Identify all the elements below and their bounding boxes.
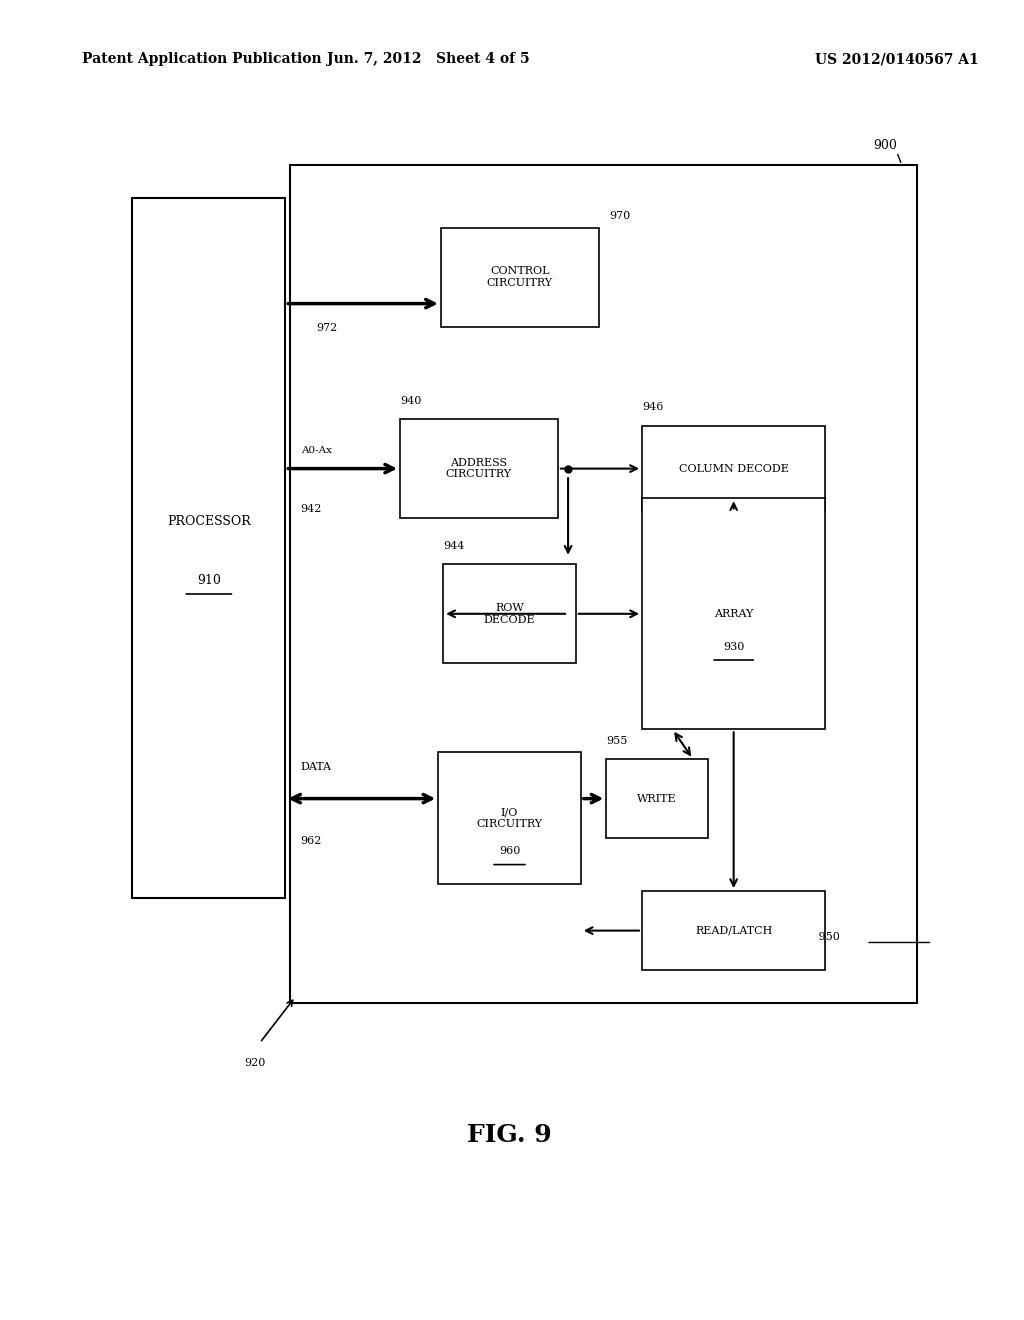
Text: CONTROL
CIRCUITRY: CONTROL CIRCUITRY xyxy=(486,267,553,288)
Text: 955: 955 xyxy=(606,735,628,746)
Text: 962: 962 xyxy=(301,836,322,846)
Text: DATA: DATA xyxy=(301,762,332,772)
FancyBboxPatch shape xyxy=(438,752,581,884)
Text: A0-Ax: A0-Ax xyxy=(301,446,332,455)
FancyBboxPatch shape xyxy=(642,498,825,729)
Text: Patent Application Publication: Patent Application Publication xyxy=(82,53,322,66)
Text: 910: 910 xyxy=(197,574,221,587)
Text: ARRAY: ARRAY xyxy=(714,609,754,619)
FancyBboxPatch shape xyxy=(400,420,558,517)
Text: ADDRESS
CIRCUITRY: ADDRESS CIRCUITRY xyxy=(445,458,512,479)
FancyBboxPatch shape xyxy=(606,759,709,838)
Text: I/O
CIRCUITRY: I/O CIRCUITRY xyxy=(476,808,543,829)
Text: 930: 930 xyxy=(723,642,744,652)
Text: 960: 960 xyxy=(499,846,520,857)
Text: ROW
DECODE: ROW DECODE xyxy=(483,603,536,624)
Text: Jun. 7, 2012   Sheet 4 of 5: Jun. 7, 2012 Sheet 4 of 5 xyxy=(327,53,529,66)
Text: PROCESSOR: PROCESSOR xyxy=(167,515,251,528)
Text: 900: 900 xyxy=(872,139,897,152)
FancyBboxPatch shape xyxy=(642,891,825,970)
Text: 970: 970 xyxy=(609,211,630,220)
FancyBboxPatch shape xyxy=(132,198,286,898)
Text: 946: 946 xyxy=(642,403,664,412)
Text: WRITE: WRITE xyxy=(637,793,677,804)
Text: 920: 920 xyxy=(245,1057,266,1068)
Text: 950: 950 xyxy=(815,932,840,942)
FancyBboxPatch shape xyxy=(291,165,918,1003)
Text: US 2012/0140567 A1: US 2012/0140567 A1 xyxy=(815,53,979,66)
Text: 940: 940 xyxy=(400,396,421,407)
FancyBboxPatch shape xyxy=(440,227,599,326)
FancyBboxPatch shape xyxy=(443,565,575,663)
Text: COLUMN DECODE: COLUMN DECODE xyxy=(679,463,788,474)
FancyBboxPatch shape xyxy=(642,425,825,511)
Text: READ/LATCH: READ/LATCH xyxy=(695,925,772,936)
Text: 942: 942 xyxy=(301,504,322,515)
Text: FIG. 9: FIG. 9 xyxy=(467,1123,552,1147)
Text: 944: 944 xyxy=(443,541,465,552)
Text: 972: 972 xyxy=(315,323,337,334)
